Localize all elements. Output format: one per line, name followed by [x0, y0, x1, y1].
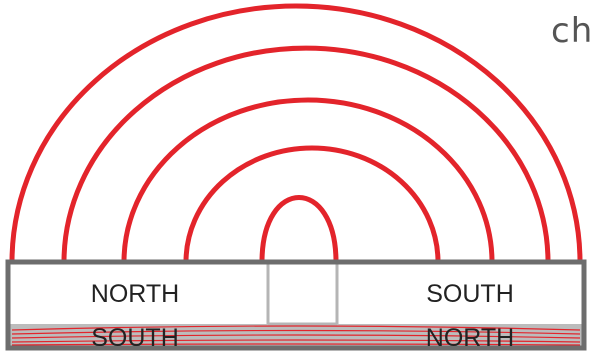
- pole-label-top-right: SOUTH: [426, 280, 514, 308]
- field-line-arc-3: [121, 97, 495, 263]
- internal-line-5: [11, 343, 581, 346]
- field-line-arc-2: [61, 45, 551, 263]
- field-line-arc-1: [9, 3, 583, 263]
- field-line-arc-4: [183, 145, 441, 263]
- magnet-outline: [5, 259, 587, 351]
- internal-line-4: [11, 339, 581, 343]
- internal-line-1: [11, 325, 581, 331]
- pole-label-bottom-right: NORTH: [426, 324, 514, 352]
- field-line-inner-loop: [259, 195, 339, 263]
- pole-label-top-left: NORTH: [91, 280, 179, 308]
- partial-heading-text: ch: [551, 11, 594, 51]
- internal-line-3: [11, 334, 581, 339]
- pole-label-bottom-left: SOUTH: [91, 324, 179, 352]
- magnet-top-layer: [8, 262, 584, 324]
- internal-line-2: [11, 329, 581, 335]
- internal-field-lines: [11, 325, 581, 346]
